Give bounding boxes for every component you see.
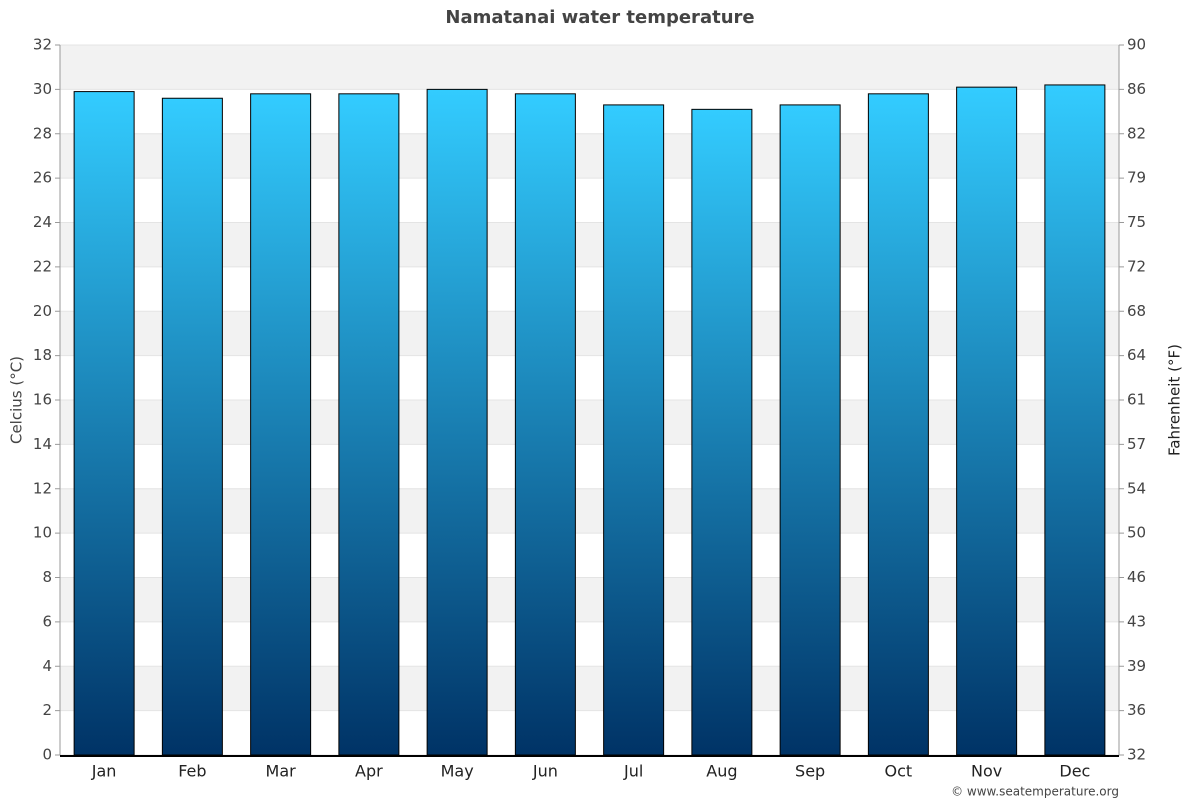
y2-tick-label: 72 [1127,257,1146,275]
y-tick-label: 2 [42,701,52,719]
bar [603,104,665,756]
y-tick-label: 26 [33,169,52,187]
y-tick-label: 24 [33,213,52,231]
y2-tick-label: 54 [1127,479,1146,497]
y2-tick-label: 86 [1127,80,1146,98]
grid-band [60,133,1119,179]
grid-band [60,311,1119,356]
bar [514,93,576,756]
x-tick-label: Oct [885,762,913,781]
y-tick-label: 18 [33,346,52,364]
y-tick-label: 12 [33,479,52,497]
y2-tick-label: 79 [1127,169,1146,187]
y-tick-label: 8 [42,568,52,586]
y-tick-label: 20 [33,302,52,320]
y-tick-label: 30 [33,80,52,98]
chart-title: Namatanai water temperature [445,7,754,28]
y2-tick-label: 50 [1127,524,1146,542]
bar [73,91,135,756]
y2-tick-label: 46 [1127,568,1146,586]
y2-tick-label: 39 [1127,657,1146,675]
bar [250,93,312,756]
y2-tick-label: 32 [1127,746,1146,764]
y-tick-label: 4 [42,657,52,675]
x-tick-label: Jun [532,762,558,781]
bar [779,104,841,756]
grid-band [60,222,1119,267]
y2-tick-label: 75 [1127,213,1146,231]
y2-axis-label: Fahrenheit (°F) [1166,344,1184,456]
y-tick-label: 0 [42,746,52,764]
bar [426,88,488,756]
x-tick-label: Sep [795,762,825,781]
y2-tick-label: 61 [1127,391,1146,409]
bar [867,93,929,756]
x-tick-label: Dec [1059,762,1090,781]
x-tick-label: Mar [266,762,297,781]
grid-band [60,577,1119,622]
x-tick-label: Jan [91,762,117,781]
bar [161,97,223,756]
y-tick-label: 16 [33,391,52,409]
bar [956,86,1018,756]
grid-band [60,400,1119,445]
grid-band [60,488,1119,534]
y2-tick-label: 36 [1127,701,1146,719]
x-tick-label: Nov [971,762,1002,781]
y-axis-label: Celcius (°C) [8,356,26,444]
y-tick-label: 14 [33,435,52,453]
x-tick-label: Feb [178,762,206,781]
grid-band [60,45,1119,90]
credit: © www.seatemperature.org [951,785,1119,799]
x-tick-label: Aug [706,762,737,781]
y-tick-label: 10 [33,524,52,542]
y2-tick-label: 90 [1127,36,1146,54]
bar [691,108,753,756]
y2-tick-label: 82 [1127,124,1146,142]
y2-tick-label: 43 [1127,612,1146,630]
bar [1044,84,1106,756]
y-tick-label: 28 [33,124,52,142]
bar [338,93,400,756]
x-tick-label: May [441,762,474,781]
grid-band [60,666,1119,711]
y2-tick-label: 57 [1127,435,1146,453]
x-tick-label: Jul [623,762,643,781]
y2-tick-label: 64 [1127,346,1146,364]
y-tick-label: 32 [33,36,52,54]
y-tick-label: 22 [33,257,52,275]
y-tick-label: 6 [42,612,52,630]
x-tick-label: Apr [355,762,383,781]
y2-tick-label: 68 [1127,302,1146,320]
